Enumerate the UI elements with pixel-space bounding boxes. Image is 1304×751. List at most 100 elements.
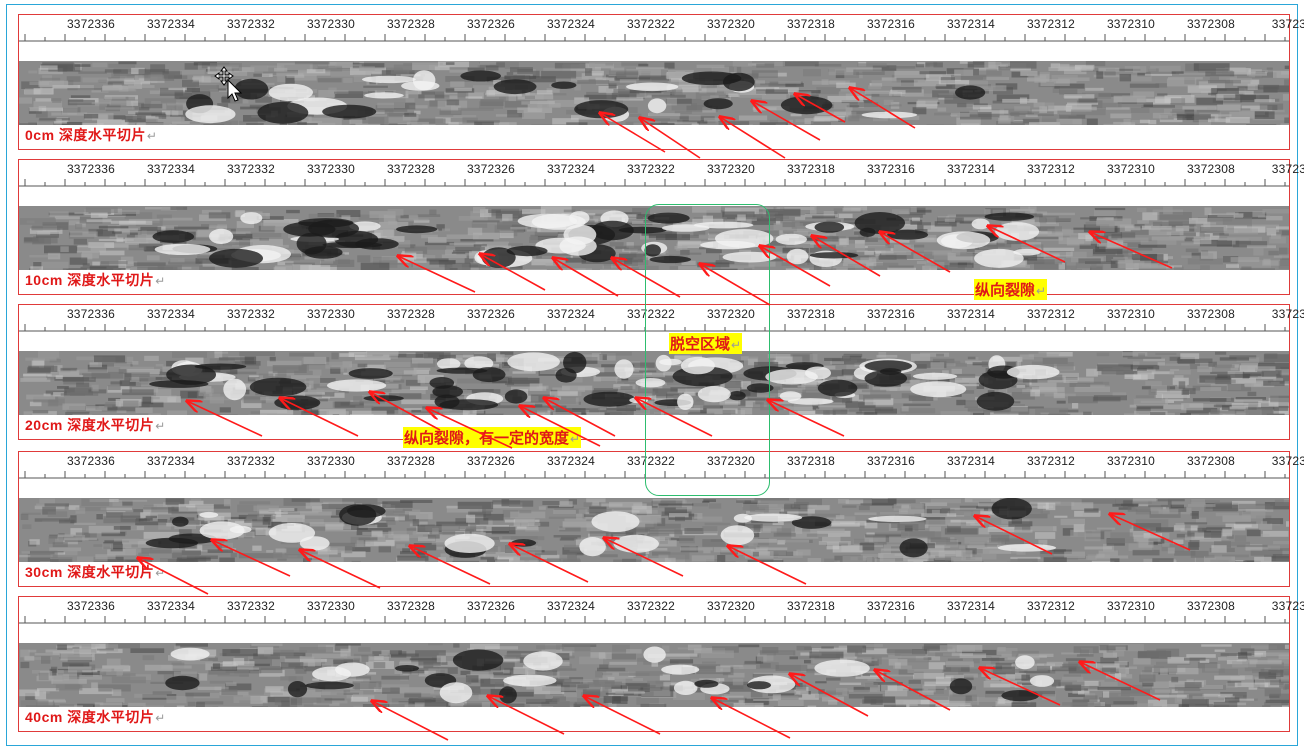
ruler-tick-label: 3372318 xyxy=(786,17,836,31)
ruler-tick-label: 3372326 xyxy=(466,454,516,468)
ruler-tick-label: 3372308 xyxy=(1186,17,1236,31)
document-frame xyxy=(6,4,1298,746)
ruler-tick-label: 3372314 xyxy=(946,17,996,31)
note-crack-with-width: 纵向裂隙，有一定的宽度↵ xyxy=(403,427,582,448)
ruler-tick-label: 3372316 xyxy=(866,599,916,613)
ruler-tick-label: 33723( xyxy=(1271,599,1304,613)
ruler-tick-label: 3372326 xyxy=(466,162,516,176)
ruler-tick-label: 3372336 xyxy=(66,307,116,321)
ruler-tick-label: 3372322 xyxy=(626,307,676,321)
move-cursor-icon xyxy=(214,66,246,109)
ruler-tick-label: 3372326 xyxy=(466,307,516,321)
ruler-tick-label: 3372320 xyxy=(706,599,756,613)
ruler-tick-label: 3372320 xyxy=(706,162,756,176)
ruler-tick-label: 3372322 xyxy=(626,17,676,31)
ruler-tick-label: 3372322 xyxy=(626,162,676,176)
ruler-tick-label: 3372320 xyxy=(706,454,756,468)
ruler-tick-label: 3372332 xyxy=(226,162,276,176)
note-void-area: 脱空区域↵ xyxy=(669,333,743,354)
ruler-tick-label: 3372330 xyxy=(306,17,356,31)
ruler-tick-label: 3372310 xyxy=(1106,599,1156,613)
ruler-tick-label: 3372310 xyxy=(1106,17,1156,31)
ruler-tick-label: 3372334 xyxy=(146,162,196,176)
ruler-tick-label: 3372336 xyxy=(66,454,116,468)
ruler-tick-label: 3372308 xyxy=(1186,599,1236,613)
ruler-tick-label: 3372322 xyxy=(626,599,676,613)
ruler-tick-label: 3372312 xyxy=(1026,162,1076,176)
slice-depth-caption: 40cm 深度水平切片↵ xyxy=(25,709,166,725)
ruler-tick-label: 3372330 xyxy=(306,454,356,468)
ruler-tick-label: 3372328 xyxy=(386,162,436,176)
coordinate-ruler: 3372336 3372334 3372332 3372330 3372328 33723… xyxy=(19,597,1304,631)
slice-depth-caption: 20cm 深度水平切片↵ xyxy=(25,417,166,433)
ruler-tick-label: 3372334 xyxy=(146,599,196,613)
ruler-tick-label: 3372326 xyxy=(466,17,516,31)
ruler-tick-label: 3372330 xyxy=(306,307,356,321)
ruler-tick-label: 3372324 xyxy=(546,599,596,613)
ruler-tick-label: 3372324 xyxy=(546,162,596,176)
coordinate-ruler: 3372336 3372334 3372332 3372330 3372328 33723… xyxy=(19,15,1304,49)
slice-depth-caption: 0cm 深度水平切片↵ xyxy=(25,127,158,143)
ruler-tick-label: 3372332 xyxy=(226,599,276,613)
ruler-tick-label: 3372308 xyxy=(1186,162,1236,176)
ruler-tick-label: 3372326 xyxy=(466,599,516,613)
slice-panel: 3372336 3372334 3372332 3372330 3372328 33723… xyxy=(18,14,1304,150)
ruler-tick-label: 3372310 xyxy=(1106,162,1156,176)
ruler-tick-label: 3372312 xyxy=(1026,454,1076,468)
ruler-tick-label: 3372316 xyxy=(866,307,916,321)
ruler-tick-label: 3372312 xyxy=(1026,307,1076,321)
ruler-tick-label: 3372308 xyxy=(1186,454,1236,468)
ruler-tick-label: 33723( xyxy=(1271,454,1304,468)
ruler-tick-label: 3372328 xyxy=(386,599,436,613)
ruler-tick-label: 33723( xyxy=(1271,307,1304,321)
ruler-tick-label: 3372318 xyxy=(786,162,836,176)
ruler-tick-label: 3372318 xyxy=(786,307,836,321)
ruler-tick-label: 3372320 xyxy=(706,17,756,31)
ruler-tick-label: 3372318 xyxy=(786,599,836,613)
note-longitudinal-crack: 纵向裂隙↵ xyxy=(974,279,1048,300)
ruler-tick-label: 3372330 xyxy=(306,162,356,176)
ruler-tick-label: 3372316 xyxy=(866,17,916,31)
ruler-tick-label: 3372336 xyxy=(66,17,116,31)
gpr-slice-image xyxy=(19,643,1289,707)
gpr-slice-image xyxy=(19,498,1289,562)
coordinate-ruler: 3372336 3372334 3372332 3372330 3372328 33723… xyxy=(19,305,1304,339)
ruler-tick-label: 3372336 xyxy=(66,599,116,613)
ruler-tick-label: 3372328 xyxy=(386,454,436,468)
ruler-tick-label: 3372310 xyxy=(1106,307,1156,321)
ruler-tick-label: 3372320 xyxy=(706,307,756,321)
ruler-tick-label: 3372332 xyxy=(226,307,276,321)
ruler-tick-label: 3372310 xyxy=(1106,454,1156,468)
ruler-tick-label: 3372312 xyxy=(1026,599,1076,613)
ruler-tick-label: 3372314 xyxy=(946,307,996,321)
ruler-tick-label: 3372334 xyxy=(146,307,196,321)
ruler-tick-label: 3372328 xyxy=(386,17,436,31)
ruler-tick-label: 3372312 xyxy=(1026,17,1076,31)
ruler-tick-label: 33723( xyxy=(1271,17,1304,31)
slice-depth-caption: 30cm 深度水平切片↵ xyxy=(25,564,166,580)
ruler-tick-label: 3372330 xyxy=(306,599,356,613)
ruler-tick-label: 3372324 xyxy=(546,454,596,468)
ruler-tick-label: 3372318 xyxy=(786,454,836,468)
ruler-tick-label: 3372324 xyxy=(546,17,596,31)
ruler-tick-label: 3372314 xyxy=(946,599,996,613)
coordinate-ruler: 3372336 3372334 3372332 3372330 3372328 33723… xyxy=(19,160,1304,194)
ruler-tick-label: 3372324 xyxy=(546,307,596,321)
gpr-slice-image xyxy=(19,61,1289,125)
ruler-tick-label: 3372334 xyxy=(146,17,196,31)
void-region-outline xyxy=(645,204,770,496)
ruler-tick-label: 3372334 xyxy=(146,454,196,468)
ruler-tick-label: 3372332 xyxy=(226,454,276,468)
coordinate-ruler: 3372336 3372334 3372332 3372330 3372328 33723… xyxy=(19,452,1304,486)
ruler-tick-label: 3372322 xyxy=(626,454,676,468)
ruler-tick-label: 3372314 xyxy=(946,162,996,176)
ruler-tick-label: 33723( xyxy=(1271,162,1304,176)
slice-depth-caption: 10cm 深度水平切片↵ xyxy=(25,272,166,288)
ruler-tick-label: 3372328 xyxy=(386,307,436,321)
slice-panel: 3372336 3372334 3372332 3372330 3372328 33723… xyxy=(18,596,1304,732)
ruler-tick-label: 3372316 xyxy=(866,454,916,468)
ruler-tick-label: 3372314 xyxy=(946,454,996,468)
ruler-tick-label: 3372308 xyxy=(1186,307,1236,321)
ruler-tick-label: 3372316 xyxy=(866,162,916,176)
ruler-tick-label: 3372332 xyxy=(226,17,276,31)
